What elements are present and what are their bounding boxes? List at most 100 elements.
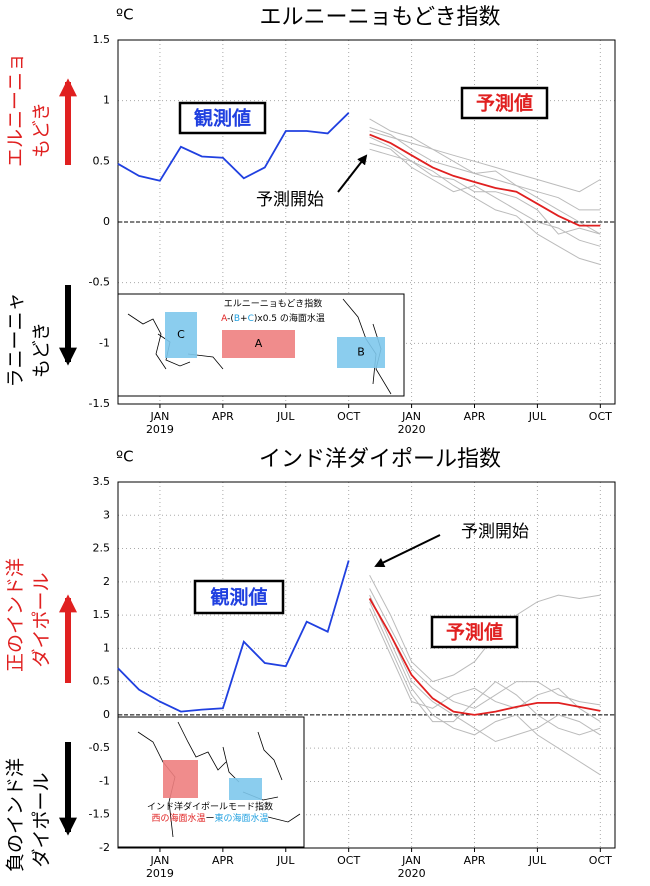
year-label: 2019 [146,867,174,880]
side-label: もどき [31,322,53,378]
x-tick-label: JUL [276,854,295,867]
year-label: 2020 [398,423,426,436]
formula-part: C [248,314,254,324]
forecast-start-arrow [374,534,441,568]
year-label: 2019 [146,423,174,436]
series-label: 予測値 [476,92,533,115]
region-box [222,330,295,358]
x-tick-label: JAN [150,410,170,423]
series-line [117,112,350,182]
y-tick-label: 3.5 [93,475,111,488]
y-tick-label: -1.5 [89,397,110,410]
formula-part: + [240,314,248,324]
series-label-box [460,86,549,120]
side-label: ダイポール [31,572,53,667]
y-tick-label: 1 [103,641,110,654]
year-label: 2020 [398,867,426,880]
member-line [369,148,601,235]
forecast-start-label: 予測開始 [256,190,324,210]
member-line [369,601,601,736]
series-line [369,133,601,227]
member-line [369,130,601,211]
y-tick-label: 0 [103,215,110,228]
y-tick-label: -1.5 [89,808,110,821]
member-line [369,118,601,193]
side-label: ダイポール [31,772,53,867]
y-tick-label: -1 [99,774,110,787]
coastline [127,298,392,395]
y-tick-label: 0.5 [93,675,111,688]
formula-part: )x0.5 の海面水温 [254,312,325,324]
x-tick-label: OCT [337,854,360,867]
formula-part: B [234,314,240,324]
region-box [337,337,385,368]
region-box [165,312,197,358]
x-tick-label: OCT [337,410,360,423]
member-line [369,126,601,235]
series-label-box [178,101,267,135]
member-line [369,608,601,723]
region-box [229,778,262,800]
region-label: A [255,337,263,350]
y-tick-label: 2.5 [93,542,111,555]
y-tick-label: 1 [103,94,110,107]
side-label: ラニーニャ [5,292,27,387]
series-label: 観測値 [194,107,251,130]
y-tick-label: 1.5 [93,608,111,621]
x-tick-label: APR [464,410,486,423]
x-tick-label: JUL [528,410,547,423]
region-label: C [177,328,185,341]
member-line [369,594,601,776]
y-tick-label: -2 [99,841,110,854]
unit-label: ºC [116,448,134,466]
member-line [369,142,601,247]
chart-title: エルニーニョもどき指数 [260,5,501,30]
region-label: B [357,346,365,359]
unit-label: ºC [116,6,134,24]
x-tick-label: APR [212,854,234,867]
side-label: エルニーニョ [5,53,27,167]
inset-title: エルニーニョもどき指数 [224,298,323,310]
x-tick-label: APR [464,854,486,867]
y-tick-label: 3 [103,508,110,521]
y-tick-label: 0.5 [93,154,111,167]
x-tick-label: OCT [589,854,612,867]
member-line [369,588,601,709]
y-tick-label: -0.5 [89,276,110,289]
series-label-box [430,615,519,649]
region-box [163,760,198,798]
x-tick-label: APR [212,410,234,423]
side-label: もどき [31,102,53,158]
formula-part: 西の海面水温 [151,812,205,824]
formula-part: ー [205,814,214,824]
y-tick-label: 0 [103,708,110,721]
y-tick-label: 1.5 [93,33,111,46]
member-line [369,574,601,683]
side-label: 正のインド洋 [5,558,27,672]
x-tick-label: JAN [150,854,170,867]
x-tick-label: JAN [401,854,421,867]
series-line [117,560,350,713]
series-label: 予測値 [446,621,503,644]
series-label: 観測値 [210,586,267,609]
plot-frame [117,481,616,849]
inset-frame [117,716,305,848]
y-tick-label: 2 [103,575,110,588]
series-line [368,598,601,716]
x-tick-label: JUL [276,410,295,423]
x-tick-label: JUL [528,854,547,867]
inset-formula: A-(B+C)x0.5 の海面水温 [221,312,325,324]
forecast-start-arrow [337,154,368,193]
formula-part: A [221,314,228,324]
forecast-start-label: 予測開始 [461,522,529,542]
x-tick-label: OCT [589,410,612,423]
x-tick-label: JAN [401,410,421,423]
member-line [369,136,601,265]
plot-frame [117,39,616,405]
chart-title: インド洋ダイポール指数 [259,447,501,472]
y-tick-label: -1 [99,336,110,349]
formula-part: -( [227,314,234,324]
